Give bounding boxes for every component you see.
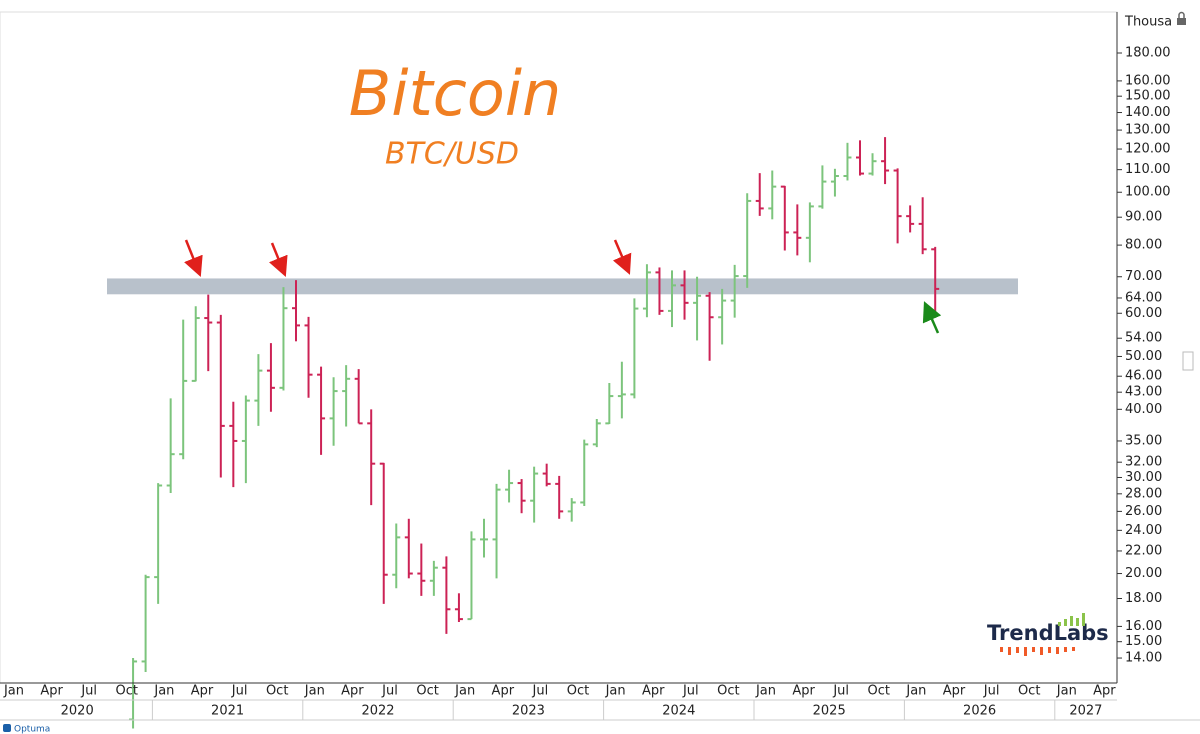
y-tick-label: 46.00 [1125,369,1162,384]
x-month-label: Apr [792,684,815,699]
x-month-label: Apr [943,684,966,699]
y-tick-label: 16.00 [1125,619,1162,634]
logo: TrendLabs [987,613,1109,656]
x-month-label: Jul [682,684,699,699]
x-year-label: 2020 [61,704,94,719]
x-month-label: Apr [1093,684,1116,699]
y-tick-label: 100.00 [1125,185,1171,200]
arrow [922,301,942,334]
y-tick-label: 64.00 [1125,290,1162,305]
y-tick-label: 35.00 [1125,433,1162,448]
x-month-label: Apr [191,684,214,699]
x-year-label: 2025 [813,704,846,719]
y-tick-label: 18.00 [1125,591,1162,606]
x-month-label: Jul [80,684,97,699]
x-year-label: 2023 [512,704,545,719]
y-tick-label: 20.00 [1125,566,1162,581]
y-tick-label: 110.00 [1125,162,1171,177]
x-month-label: Oct [717,684,739,699]
y-tick-label: 22.00 [1125,543,1162,558]
y-tick-label: 40.00 [1125,402,1162,417]
y-tick-label: 70.00 [1125,269,1162,284]
y-tick-label: 140.00 [1125,105,1171,120]
x-month-label: Jul [532,684,549,699]
x-month-label: Jul [231,684,248,699]
x-month-label: Jan [304,684,325,699]
x-month-label: Oct [266,684,288,699]
x-year-label: 2026 [963,704,996,719]
y-tick-label: 32.00 [1125,455,1162,470]
x-year-label: 2024 [662,704,695,719]
x-month-label: Jul [381,684,398,699]
x-month-label: Oct [116,684,138,699]
lock-icon [1178,11,1185,18]
x-month-label: Jan [454,684,475,699]
bars-layer [129,137,940,729]
x-year-label: 2027 [1069,704,1102,719]
y-axis-label: Thousa [1124,15,1172,30]
x-month-label: Jul [832,684,849,699]
x-month-label: Jan [153,684,174,699]
y-tick-label: 130.00 [1125,123,1171,138]
x-month-label: Oct [567,684,589,699]
arrow [612,239,632,275]
y-tick-label: 54.00 [1125,331,1162,346]
x-month-label: Jan [1056,684,1077,699]
y-tick-label: 80.00 [1125,238,1162,253]
y-tick-label: 28.00 [1125,486,1162,501]
x-month-label: Apr [642,684,665,699]
x-month-label: Jan [3,684,24,699]
y-tick-label: 180.00 [1125,45,1171,60]
y-tick-label: 160.00 [1125,73,1171,88]
x-month-label: Apr [40,684,63,699]
y-tick-label: 90.00 [1125,210,1162,225]
chart-subtitle: BTC/USD [385,137,519,172]
y-tick-label: 60.00 [1125,306,1162,321]
x-month-label: Oct [416,684,438,699]
x-month-label: Oct [868,684,890,699]
arrow [184,239,203,277]
price-zone [107,278,1018,295]
y-tick-label: 150.00 [1125,89,1171,104]
x-month-label: Jan [755,684,776,699]
logo-text: TrendLabs [987,621,1109,645]
x-month-label: Jan [605,684,626,699]
y-tick-label: 14.00 [1125,651,1162,666]
x-month-label: Jul [983,684,1000,699]
lock-icon [1177,18,1186,25]
x-month-label: Oct [1018,684,1040,699]
scroll-handle[interactable] [1182,351,1194,371]
x-month-label: Apr [492,684,515,699]
y-tick-label: 50.00 [1125,349,1162,364]
zone-layer [107,278,1018,295]
y-tick-label: 15.00 [1125,634,1162,649]
x-month-label: Jan [905,684,926,699]
y-tick-label: 24.00 [1125,523,1162,538]
chart-title: Bitcoin [349,57,562,130]
y-tick-label: 30.00 [1125,470,1162,485]
y-tick-label: 26.00 [1125,504,1162,519]
footer-icon [3,724,11,732]
y-tick-label: 120.00 [1125,142,1171,157]
x-month-label: Apr [341,684,364,699]
x-year-label: 2021 [211,704,244,719]
arrow [269,242,288,277]
x-year-label: 2022 [361,704,394,719]
footer: Optuma [14,725,50,734]
y-tick-label: 43.00 [1125,385,1162,400]
